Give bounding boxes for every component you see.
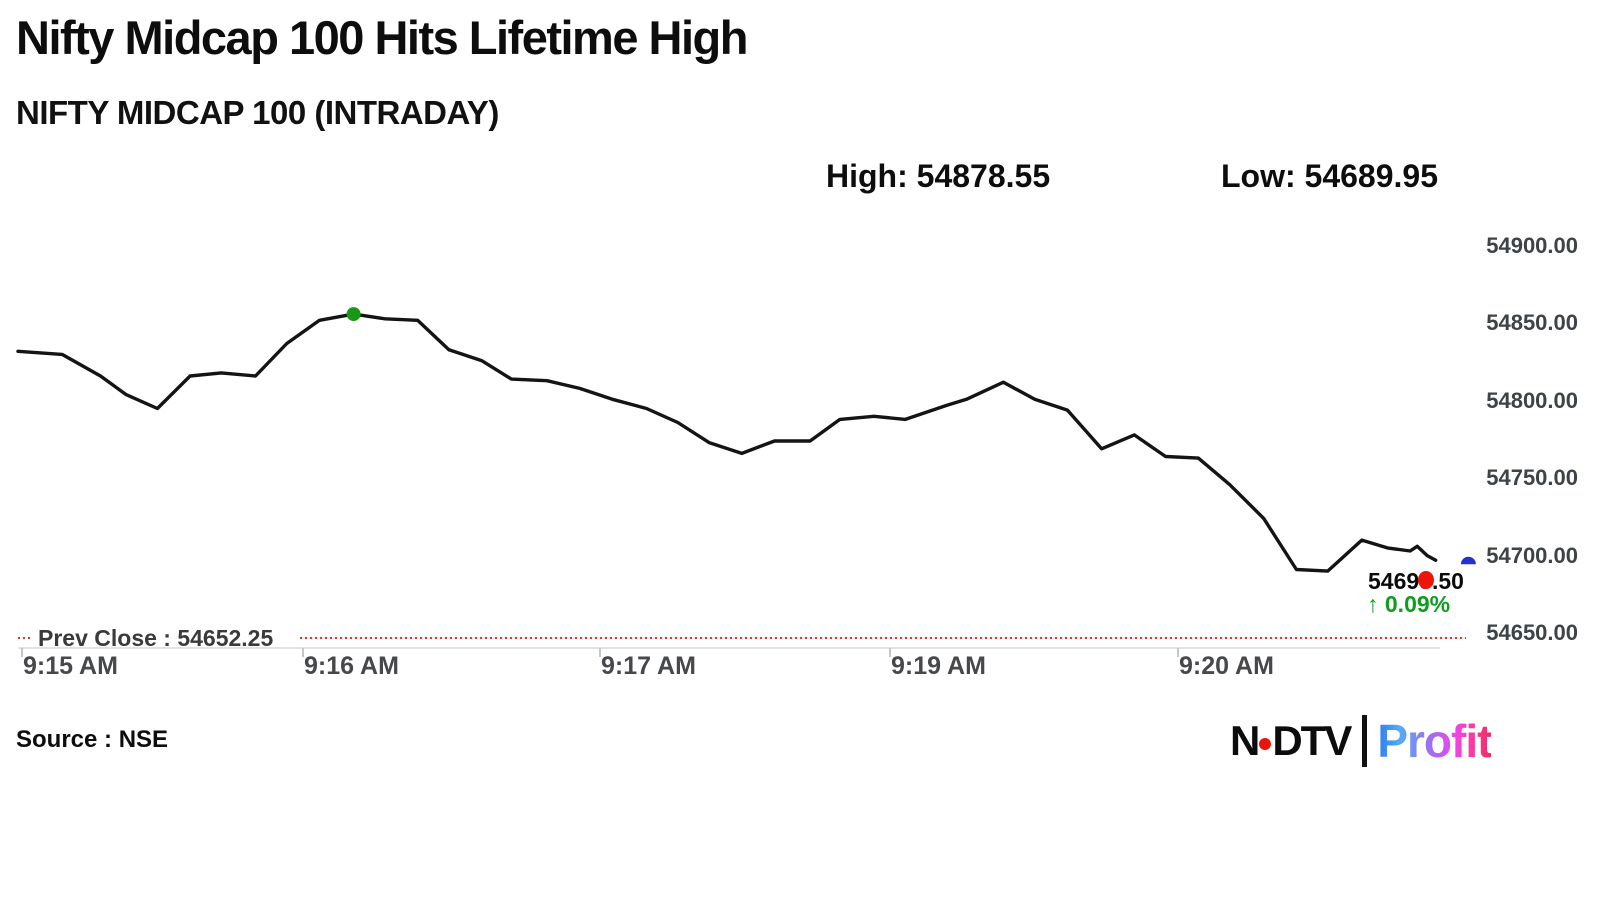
ndtv-red-dot-icon <box>1259 738 1272 750</box>
page-title: Nifty Midcap 100 Hits Lifetime High <box>16 11 748 64</box>
price-line <box>16 312 1438 573</box>
x-axis-tick-label: 9:19 AM <box>891 652 986 680</box>
x-axis-tick-label: 9:17 AM <box>601 652 696 680</box>
x-axis-tick-label: 9:15 AM <box>23 652 118 680</box>
ndtv-profit-logo: N DTV Profit <box>1230 714 1492 768</box>
y-axis-tick-label: 54850.00 <box>1486 310 1578 335</box>
x-axis-tick-mark <box>21 648 23 657</box>
prev-close-label: Prev Close : 54652.25 <box>38 625 274 651</box>
y-axis-tick-label: 54750.00 <box>1486 465 1578 490</box>
logo-separator-bar <box>1362 715 1368 767</box>
x-axis-tick-mark <box>1177 648 1179 657</box>
x-axis-tick-mark <box>599 648 601 657</box>
change-percent-label: ↑ 0.09% <box>1367 591 1451 617</box>
source-label: Source : NSE <box>16 726 169 753</box>
ndtv-letter-n: N <box>1230 717 1260 764</box>
last-price-dot <box>1460 556 1476 565</box>
ndtv-letters-dtv: DTV <box>1272 717 1352 764</box>
x-axis-tick-mark <box>889 648 891 657</box>
y-axis-tick-label: 54650.00 <box>1486 620 1578 645</box>
chart-subtitle: NIFTY MIDCAP 100 (INTRADAY) <box>16 94 499 131</box>
live-price-red-dot-icon <box>1418 571 1434 589</box>
high-point-dot <box>346 307 361 322</box>
last-price-label: 54699.50 <box>1368 568 1464 595</box>
low-value-label: Low: 54689.95 <box>1221 158 1438 194</box>
last-price-text: 54699.50 <box>1368 568 1464 594</box>
x-axis-tick-mark <box>302 648 304 657</box>
x-axis-tick-label: 9:20 AM <box>1179 652 1274 680</box>
y-axis-tick-label: 54800.00 <box>1486 388 1578 413</box>
profit-wordmark: Profit <box>1377 715 1492 767</box>
x-axis-tick-label: 9:16 AM <box>304 652 399 680</box>
ndtv-wordmark: N DTV <box>1230 717 1352 765</box>
y-axis-tick-label: 54900.00 <box>1486 233 1578 258</box>
y-axis-tick-label: 54700.00 <box>1486 543 1578 568</box>
high-value-label: High: 54878.55 <box>826 158 1051 194</box>
